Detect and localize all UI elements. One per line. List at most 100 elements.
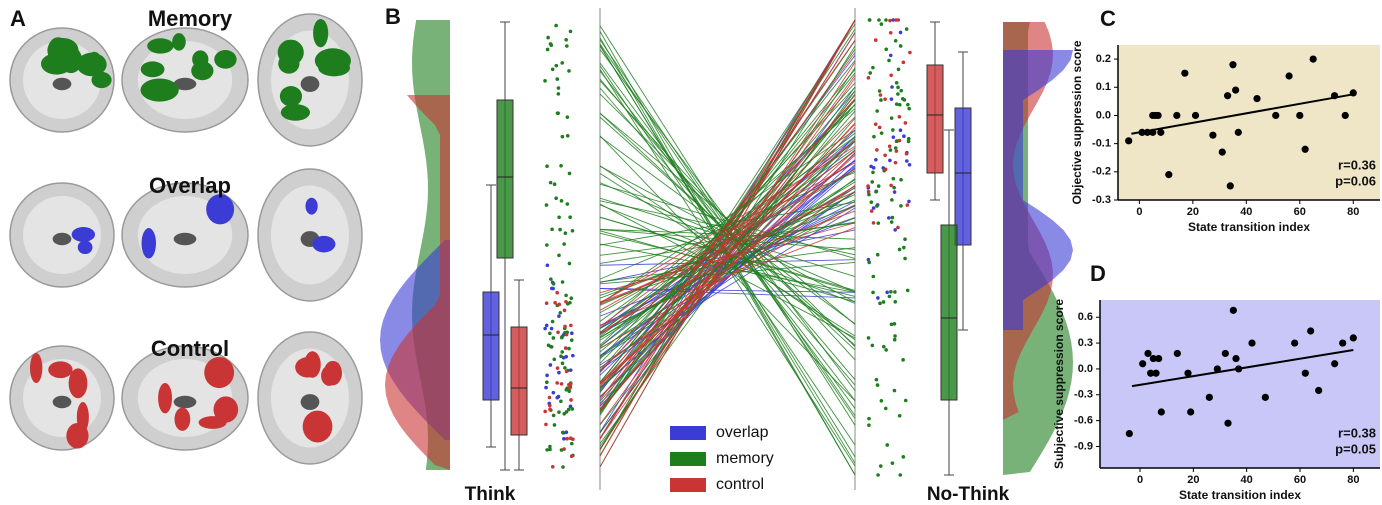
subject-dot <box>570 331 574 335</box>
subject-dot <box>545 324 549 328</box>
panel-label: C <box>1100 6 1116 31</box>
subject-dot <box>875 109 879 113</box>
ventricle <box>53 233 72 245</box>
subject-dot <box>880 22 884 26</box>
subject-dot <box>891 216 895 220</box>
subject-dot <box>560 199 564 203</box>
subject-dot <box>568 172 572 176</box>
subject-dot <box>546 263 550 267</box>
point <box>1339 339 1346 346</box>
box <box>511 327 527 435</box>
subject-dot <box>879 98 883 102</box>
subject-dot <box>553 301 557 305</box>
y-tick-label: 0.0 <box>1078 363 1093 375</box>
subject-dot <box>557 410 561 414</box>
activation-blob <box>69 368 88 398</box>
activation-blob <box>142 228 156 258</box>
box <box>927 65 943 173</box>
subject-dot <box>893 190 897 194</box>
box <box>483 292 499 400</box>
point <box>1158 408 1165 415</box>
subject-dot <box>896 86 900 90</box>
point <box>1272 112 1279 119</box>
panel-label: D <box>1090 261 1106 286</box>
subject-dot <box>868 71 872 75</box>
subject-dot <box>557 254 561 258</box>
subject-dot <box>897 68 901 72</box>
subject-dot <box>868 18 872 22</box>
subject-dot <box>890 220 894 224</box>
activation-blob <box>48 361 72 378</box>
subject-dot <box>564 346 568 350</box>
subject-dot <box>902 134 906 138</box>
activation-blob <box>278 54 299 74</box>
subject-dot <box>870 209 874 213</box>
subject-dot <box>869 165 873 169</box>
subject-dot <box>545 374 549 378</box>
subject-dot <box>564 294 568 298</box>
point <box>1227 182 1234 189</box>
subject-dot <box>552 282 556 286</box>
subject-dot <box>870 180 874 184</box>
subject-dot <box>566 134 570 138</box>
subject-dot <box>557 371 561 375</box>
subject-dot <box>570 338 574 342</box>
subject-dot <box>898 473 902 477</box>
subject-dot <box>874 190 878 194</box>
subject-dot <box>894 146 898 150</box>
subject-dot <box>552 357 556 361</box>
subject-line <box>600 169 855 310</box>
subject-dot <box>867 417 871 421</box>
point <box>1181 70 1188 77</box>
subject-dot <box>562 447 566 451</box>
activation-blob <box>147 38 173 53</box>
subject-dot <box>898 248 902 252</box>
subject-dot <box>884 48 888 52</box>
box <box>955 108 971 245</box>
subject-dot <box>550 327 554 331</box>
subject-dot <box>885 443 889 447</box>
subject-dot <box>544 386 548 390</box>
activation-blob <box>66 423 88 449</box>
subject-dot <box>549 277 553 281</box>
subject-dot <box>554 24 558 28</box>
subject-dot <box>892 135 896 139</box>
subject-dot <box>569 30 573 34</box>
activation-blob <box>140 79 178 102</box>
annotation: p=0.06 <box>1335 173 1376 188</box>
subject-dot <box>888 144 892 148</box>
subject-dot <box>876 221 880 225</box>
legend-swatch <box>670 426 706 440</box>
point <box>1296 112 1303 119</box>
subject-dot <box>887 59 891 63</box>
subject-dot <box>556 366 560 370</box>
subject-dot <box>555 291 559 295</box>
subject-dot <box>904 121 908 125</box>
subject-dot <box>555 396 559 400</box>
subject-dot <box>543 410 547 414</box>
point <box>1139 360 1146 367</box>
subject-dot <box>569 324 573 328</box>
activation-blob <box>312 236 335 253</box>
subject-dot <box>567 408 571 412</box>
point <box>1232 86 1239 93</box>
point <box>1302 370 1309 377</box>
point <box>1232 355 1239 362</box>
point <box>1224 420 1231 427</box>
subject-dot <box>875 148 879 152</box>
subject-dot <box>570 442 574 446</box>
subject-dot <box>549 42 553 46</box>
subject-dot <box>888 295 892 299</box>
subject-dot <box>898 414 902 418</box>
subject-dot <box>893 290 897 294</box>
subject-dot <box>874 38 878 42</box>
subject-dot <box>569 436 573 440</box>
condition-label: Think <box>465 484 516 505</box>
subject-dot <box>893 334 897 338</box>
subject-dot <box>901 97 905 101</box>
subject-line <box>600 20 855 438</box>
activation-blob <box>303 411 333 443</box>
subject-dot <box>876 383 880 387</box>
subject-dot <box>894 161 898 165</box>
subject-dot <box>895 81 899 85</box>
